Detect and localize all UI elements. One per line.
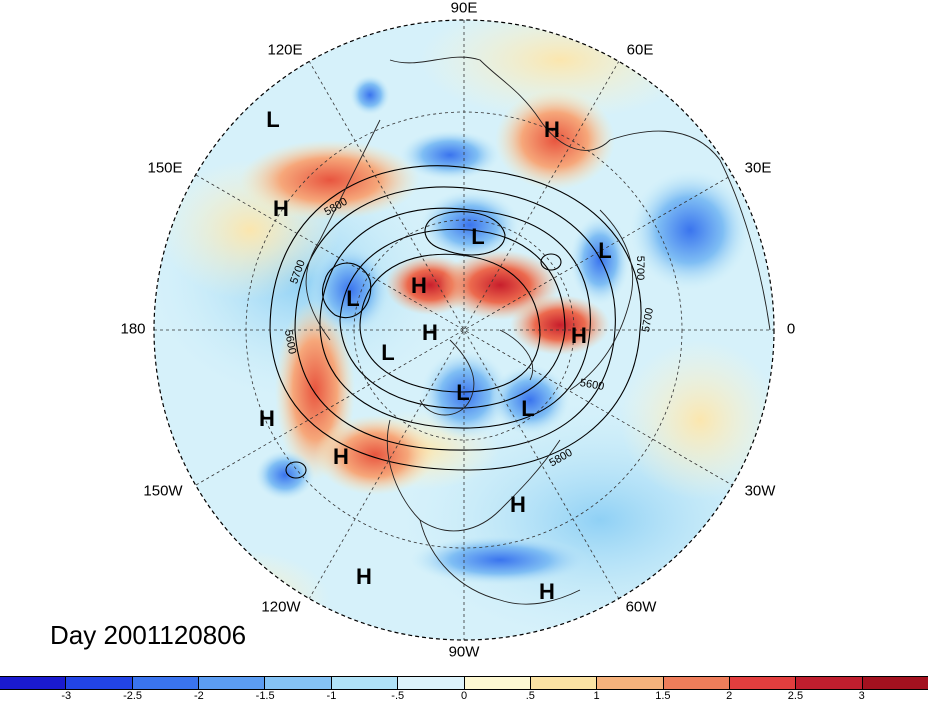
colorbar-tick-label: -.5 <box>391 690 405 702</box>
colorbar-tick-label: 2 <box>726 690 733 702</box>
graticule <box>154 20 774 640</box>
high-center: H <box>411 273 427 298</box>
lon-label-150e: 150E <box>147 159 183 177</box>
colorbar-tick-label: 1 <box>593 690 600 702</box>
colorbar-tick-label: -2.5 <box>123 690 143 702</box>
low-center: L <box>456 380 470 405</box>
colorbar-segment <box>464 677 531 689</box>
low-center: L <box>521 396 535 421</box>
date-title: Day 2001120806 <box>50 620 247 650</box>
lon-label-120e: 120E <box>267 41 303 59</box>
colorbar-segment <box>66 677 133 689</box>
lon-label-150w: 150W <box>143 482 183 500</box>
colorbar-segment <box>796 677 863 689</box>
lon-label-0: 0 <box>786 320 796 338</box>
high-center: H <box>259 406 275 431</box>
colorbar-tick-label: 0 <box>460 690 468 702</box>
colorbar-tick-label: -2 <box>193 690 204 702</box>
high-center: H <box>571 323 587 348</box>
lon-label-60e: 60E <box>626 41 654 59</box>
colorbar-segment <box>530 677 598 689</box>
high-center: H <box>510 492 526 517</box>
colorbar-segment <box>132 677 200 689</box>
colorbar-segment <box>597 677 664 689</box>
high-center: H <box>333 444 349 469</box>
high-center: H <box>539 579 555 604</box>
lon-label-90w: 90W <box>448 643 480 661</box>
high-center: H <box>356 564 372 589</box>
lon-label-60w: 60W <box>625 598 657 616</box>
lon-label-180: 180 <box>120 320 146 338</box>
map-boundary <box>153 19 775 641</box>
colorbar-tick-label: 2.5 <box>787 690 804 702</box>
colorbar-segment <box>265 677 332 689</box>
colorbar-tick-label: 1.5 <box>655 690 671 702</box>
high-center: H <box>422 320 438 345</box>
high-center: H <box>273 196 289 221</box>
lon-label-30w: 30W <box>744 482 776 500</box>
colorbar-tick-label: -1 <box>326 690 337 702</box>
colorbar-segment <box>0 677 67 689</box>
colorbar-segment <box>729 677 797 689</box>
low-center: L <box>598 238 612 263</box>
colorbar-segment <box>862 677 928 689</box>
low-center: L <box>346 286 360 311</box>
coastlines <box>305 56 771 605</box>
contour-label: 5700 <box>634 255 646 281</box>
anomaly-field <box>154 20 774 640</box>
lon-label-90e: 90E <box>450 0 478 17</box>
colorbar-tick-label: -3 <box>61 690 72 702</box>
colorbar-segment <box>331 677 399 689</box>
low-center: L <box>266 107 280 132</box>
colorbar-segment <box>199 677 266 689</box>
high-center: H <box>544 117 560 142</box>
colorbar-segment <box>663 677 730 689</box>
lon-label-120w: 120W <box>261 598 301 616</box>
colorbar-tick-label: -1.5 <box>255 690 275 702</box>
colorbar <box>0 676 928 690</box>
lon-label-30e: 30E <box>744 159 772 177</box>
colorbar-tick-label: 3 <box>858 690 865 702</box>
low-center: L <box>381 340 395 365</box>
colorbar-segment <box>398 677 465 689</box>
colorbar-tick-label: .5 <box>525 690 535 702</box>
low-center: L <box>471 224 485 249</box>
